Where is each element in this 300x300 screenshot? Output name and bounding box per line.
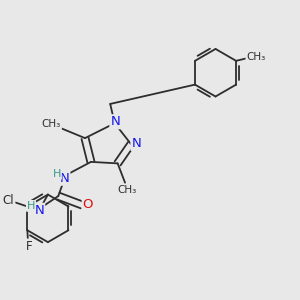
Text: N: N bbox=[60, 172, 69, 185]
Text: CH₃: CH₃ bbox=[42, 119, 61, 129]
Text: H: H bbox=[27, 201, 35, 211]
Text: Cl: Cl bbox=[3, 194, 14, 207]
Text: N: N bbox=[110, 115, 120, 128]
Text: CH₃: CH₃ bbox=[118, 185, 137, 195]
Text: CH₃: CH₃ bbox=[246, 52, 266, 62]
Text: N: N bbox=[131, 137, 141, 150]
Text: H: H bbox=[52, 169, 61, 179]
Text: N: N bbox=[34, 204, 44, 217]
Text: O: O bbox=[83, 198, 93, 211]
Text: F: F bbox=[26, 239, 32, 253]
